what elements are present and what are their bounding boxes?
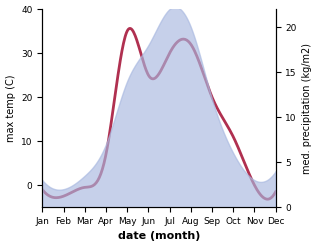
Y-axis label: med. precipitation (kg/m2): med. precipitation (kg/m2) <box>302 43 313 174</box>
X-axis label: date (month): date (month) <box>118 231 200 242</box>
Y-axis label: max temp (C): max temp (C) <box>5 74 16 142</box>
